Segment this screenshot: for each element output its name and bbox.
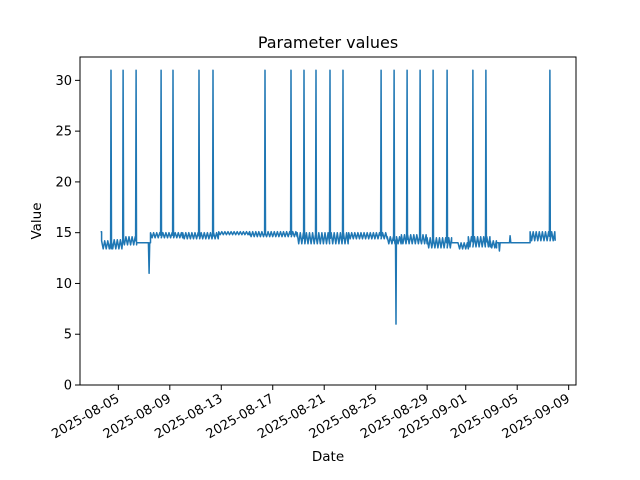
y-axis-label: Value	[29, 202, 45, 239]
y-tick-label: 30	[55, 74, 72, 89]
y-tick-label: 15	[55, 226, 72, 241]
data-series-line	[100, 69, 556, 325]
y-tick-label: 5	[64, 328, 72, 343]
x-axis-label: Date	[312, 449, 344, 465]
chart-title: Parameter values	[258, 33, 398, 52]
y-tick-label: 0	[64, 379, 72, 394]
axes-spines	[79, 56, 577, 386]
plot-background	[80, 57, 576, 385]
y-tick-label: 20	[55, 175, 72, 190]
y-tick-label: 25	[55, 125, 72, 140]
y-tick-label: 10	[55, 277, 72, 292]
